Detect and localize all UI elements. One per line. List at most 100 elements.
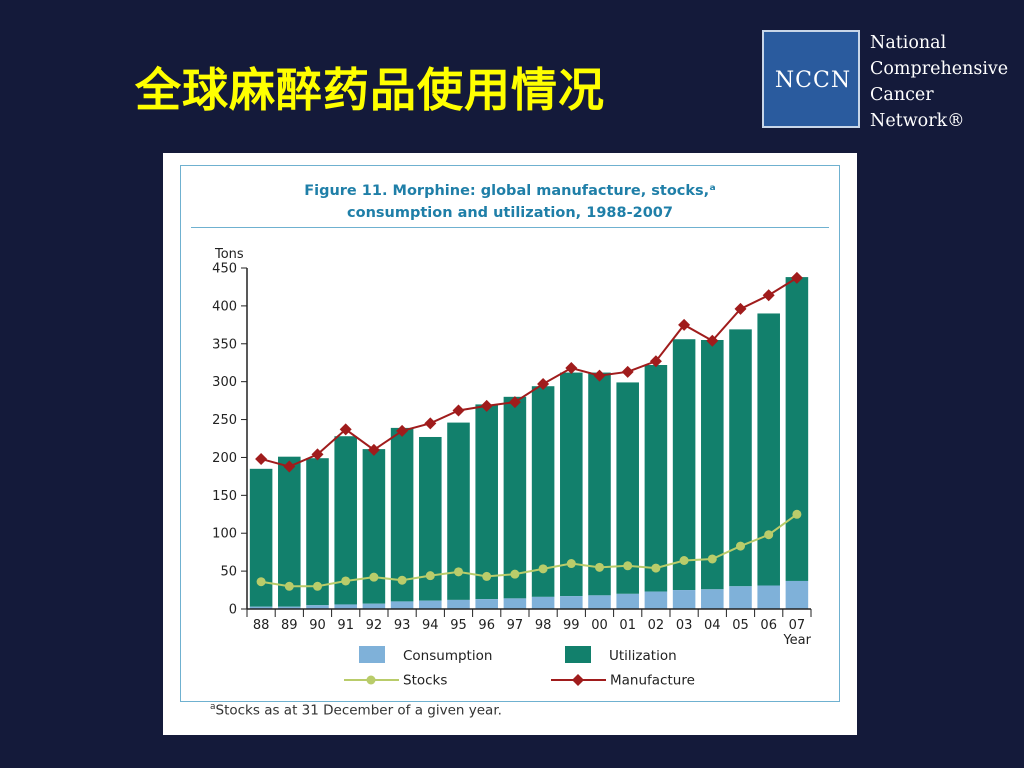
title-rule [191, 227, 829, 228]
stocks-point [764, 530, 774, 540]
logo-abbr: NCCN [774, 68, 852, 93]
stocks-point [595, 562, 604, 572]
consumption-bar [249, 606, 273, 609]
manufacture-point [734, 302, 747, 315]
legend-manufacture-label: Manufacture [610, 673, 695, 689]
x-axis-label: Year [782, 633, 811, 648]
legend-utilization-label: Utilization [609, 648, 677, 664]
y-tick-label: 450 [212, 262, 237, 277]
consumption-bar [644, 591, 668, 609]
consumption-bar [729, 586, 752, 609]
manufacture-point [255, 452, 268, 465]
stocks-point [454, 567, 463, 577]
logo-line-1: National [870, 33, 947, 53]
x-tick-label: 00 [591, 618, 608, 633]
x-tick-label: 02 [648, 618, 665, 633]
x-tick-label: 03 [676, 618, 693, 633]
x-tick-label: 92 [366, 618, 383, 633]
manufacture-point [424, 417, 437, 430]
x-tick-label: 93 [394, 618, 411, 633]
manufacture-point [508, 396, 521, 409]
stocks-point [284, 581, 294, 591]
consumption-bar [390, 601, 414, 609]
x-tick-label: 99 [563, 618, 580, 633]
logo-line-4: Network® [870, 111, 965, 131]
x-tick-label: 95 [450, 618, 467, 633]
manufacture-point [452, 404, 465, 417]
slide-title: 全球麻醉药品使用情况 [135, 63, 605, 117]
stocks-point [397, 575, 407, 585]
utilization-bar [672, 339, 696, 591]
consumption-bar [531, 596, 555, 609]
stocks-point [623, 561, 633, 571]
manufacture-point [283, 460, 296, 473]
legend-stocks-label: Stocks [403, 673, 447, 689]
x-tick-label: 05 [732, 618, 749, 633]
manufacture-line [260, 277, 798, 468]
x-tick-label: 98 [535, 618, 552, 633]
footnote-text: Stocks as at 31 December of a given year… [215, 702, 502, 719]
utilization-bar [701, 339, 724, 590]
manufacture-point [565, 362, 578, 375]
x-tick-label: 96 [478, 618, 495, 633]
utilization-bar [616, 382, 639, 594]
utilization-bar [447, 422, 470, 600]
y-tick-label: 350 [212, 337, 237, 352]
figure-title: Figure 11. Morphine: global manufacture,… [181, 180, 839, 224]
y-tick-label: 0 [229, 603, 237, 618]
y-tick-label: 100 [212, 527, 237, 542]
manufacture-point [480, 399, 493, 412]
manufacture-point [678, 318, 691, 331]
logo-text: National Comprehensive Cancer Network® [870, 30, 1008, 134]
consumption-bar [701, 589, 724, 609]
x-tick-label: 07 [789, 618, 806, 633]
figure-title-line-1: Figure 11. Morphine: global manufacture,… [304, 183, 716, 199]
figure-frame: Figure 11. Morphine: global manufacture,… [180, 165, 840, 702]
x-tick-label: 06 [760, 618, 777, 633]
stocks-point [736, 541, 745, 551]
utilization-bar [757, 313, 780, 586]
stocks-point [341, 576, 351, 586]
stocks-point [425, 571, 435, 581]
utilization-bar [306, 458, 329, 606]
figure-title-line-2: consumption and utilization, 1988-2007 [347, 205, 673, 221]
consumption-bar [475, 599, 498, 609]
legend-stocks-marker [366, 675, 376, 685]
manufacture-point [790, 271, 803, 284]
consumption-bar [278, 606, 301, 609]
legend-consumption-swatch [359, 646, 385, 663]
utilization-bar [419, 436, 442, 601]
manufacture-point [593, 369, 606, 382]
utilization-bar [475, 404, 498, 600]
utilization-bar [503, 396, 527, 599]
y-tick-label: 300 [212, 375, 237, 390]
consumption-bar [447, 599, 470, 609]
stocks-point [482, 571, 492, 581]
stocks-point [566, 559, 576, 569]
logo-line-3: Cancer [870, 85, 934, 105]
manufacture-point [649, 355, 662, 368]
utilization-bar [362, 449, 386, 604]
utilization-bar [729, 329, 752, 587]
legend-manufacture-marker [572, 674, 584, 686]
utilization-bar [390, 427, 414, 602]
y-tick-label: 50 [220, 565, 237, 580]
stocks-point [792, 509, 802, 519]
manufacture-point [621, 365, 634, 378]
utilization-bar [531, 386, 555, 597]
utilization-bar [785, 277, 809, 581]
x-tick-label: 97 [507, 618, 524, 633]
stocks-point [313, 581, 322, 591]
x-tick-label: 89 [281, 618, 298, 633]
x-tick-label: 01 [619, 618, 636, 633]
stocks-point [369, 572, 379, 582]
utilization-bar [249, 468, 273, 607]
legend-consumption-label: Consumption [403, 648, 492, 664]
stocks-point [538, 564, 548, 574]
manufacture-point [339, 423, 352, 436]
utilization-bar [644, 364, 668, 592]
consumption-bar [334, 604, 357, 609]
nccn-logo: NCCN National Comprehensive Cancer Netwo… [762, 30, 1012, 132]
utilization-bar [334, 436, 357, 605]
